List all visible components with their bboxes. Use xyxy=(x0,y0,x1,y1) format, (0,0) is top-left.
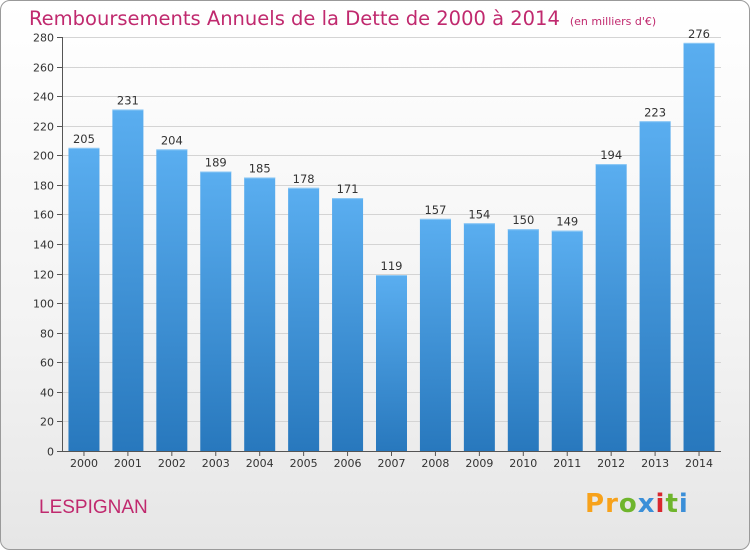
chart-title: Remboursements Annuels de la Dette de 20… xyxy=(29,7,656,30)
y-tick-label: 100 xyxy=(33,298,54,311)
y-tick-label: 180 xyxy=(33,180,54,193)
logo-letter: o xyxy=(618,489,638,519)
data-label-2006: 171 xyxy=(337,182,359,196)
logo-letter: t xyxy=(665,489,679,519)
data-label-2007: 119 xyxy=(381,259,403,273)
y-tick-label: 20 xyxy=(40,416,54,429)
y-tick-label: 220 xyxy=(33,121,54,134)
x-tick-label-2002: 2002 xyxy=(158,457,186,470)
bar-2007 xyxy=(376,275,407,451)
bar-2000 xyxy=(68,147,100,451)
bars xyxy=(68,42,715,452)
bar-2006 xyxy=(332,198,364,451)
bar-2014 xyxy=(683,42,715,452)
y-tick-label: 280 xyxy=(33,32,54,45)
x-tick-label-2010: 2010 xyxy=(509,457,537,470)
data-label-2000: 205 xyxy=(73,132,95,146)
bar-2010 xyxy=(507,229,539,451)
logo-letter: P xyxy=(585,489,606,519)
x-tick-label-2008: 2008 xyxy=(421,457,449,470)
y-tick-label: 80 xyxy=(40,328,54,341)
data-label-2012: 194 xyxy=(600,148,622,162)
bar-2001 xyxy=(112,109,144,451)
x-tick-label-2011: 2011 xyxy=(553,457,581,470)
data-label-2014: 276 xyxy=(688,27,710,41)
data-label-2003: 189 xyxy=(205,156,227,170)
y-tick-label: 260 xyxy=(33,62,54,75)
data-label-2005: 178 xyxy=(293,172,315,186)
data-label-2011: 149 xyxy=(556,215,578,229)
data-label-2001: 231 xyxy=(117,93,139,107)
labels: 0 20 40 60 80 100 120 140 160 180 200 220 240 260 280 2… xyxy=(33,27,713,470)
x-tick-label-2006: 2006 xyxy=(334,457,362,470)
commune-name: LESPIGNAN xyxy=(39,497,148,518)
title-unit: (en milliers d'€) xyxy=(569,15,657,28)
y-tick-label: 120 xyxy=(33,269,54,282)
data-label-2002: 204 xyxy=(161,133,183,147)
x-tick-label-2014: 2014 xyxy=(685,457,713,470)
logo-letter: i xyxy=(655,489,666,519)
bar-2012 xyxy=(595,164,627,451)
proxiti-logo[interactable]: Proxiti xyxy=(585,489,689,519)
title-main: Remboursements Annuels de la Dette de 20… xyxy=(29,7,560,30)
bar-2011 xyxy=(551,230,583,451)
axes xyxy=(57,37,721,456)
y-tick-label: 240 xyxy=(33,91,54,104)
x-tick-label-2007: 2007 xyxy=(378,457,406,470)
bar-2004 xyxy=(244,177,276,451)
y-tick-label: 160 xyxy=(33,209,54,222)
bar-2002 xyxy=(156,149,188,451)
bar-2009 xyxy=(463,223,495,451)
x-tick-label-2013: 2013 xyxy=(641,457,669,470)
x-tick-label-2001: 2001 xyxy=(114,457,142,470)
y-tick-label: 60 xyxy=(40,357,54,370)
bar-2013 xyxy=(639,121,671,452)
y-tick-label: 0 xyxy=(47,446,54,459)
x-tick-label-2000: 2000 xyxy=(70,457,98,470)
data-label-2010: 150 xyxy=(512,213,534,227)
bar-2008 xyxy=(419,218,451,451)
data-label-2008: 157 xyxy=(424,203,446,217)
x-tick-label-2004: 2004 xyxy=(246,457,274,470)
data-label-2004: 185 xyxy=(249,161,271,175)
x-tick-label-2003: 2003 xyxy=(202,457,230,470)
y-tick-label: 200 xyxy=(33,150,54,163)
data-label-2013: 223 xyxy=(644,105,666,119)
x-tick-label-2009: 2009 xyxy=(465,457,493,470)
logo-letter: x xyxy=(637,489,656,519)
logo-letter: i xyxy=(678,489,689,519)
logo-letter: r xyxy=(605,489,619,519)
y-tick-label: 40 xyxy=(40,387,54,400)
x-tick-label-2012: 2012 xyxy=(597,457,625,470)
data-label-2009: 154 xyxy=(468,207,490,221)
x-tick-label-2005: 2005 xyxy=(290,457,318,470)
bar-2005 xyxy=(288,187,320,452)
y-tick-label: 140 xyxy=(33,239,54,252)
bar-2003 xyxy=(200,171,232,452)
